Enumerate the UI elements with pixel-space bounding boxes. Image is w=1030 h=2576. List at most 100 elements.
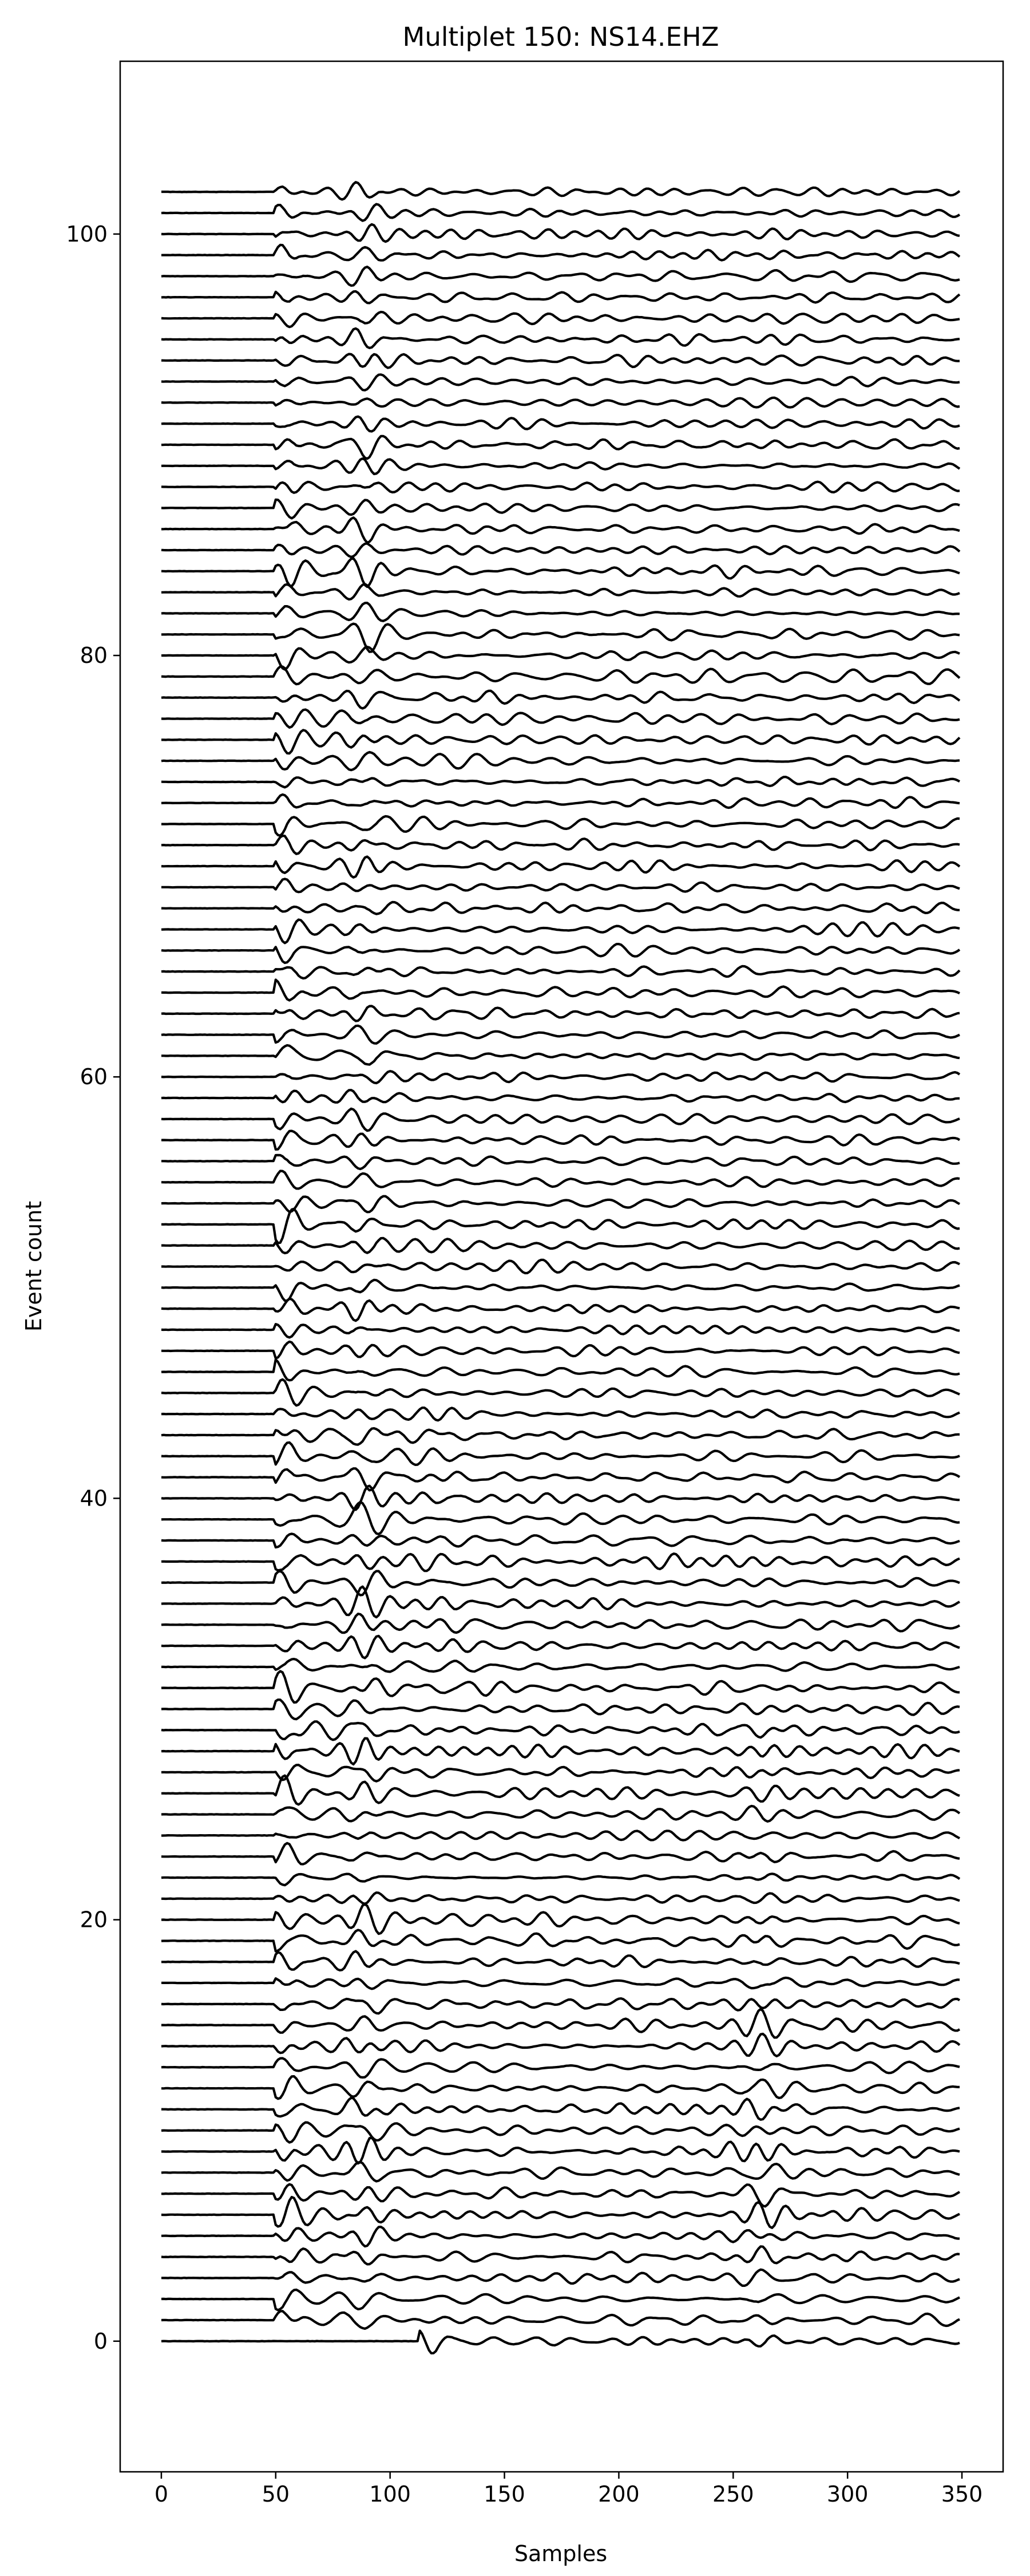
- y-tick-label: 20: [80, 1907, 108, 1933]
- waveform-trace: [161, 1467, 961, 1492]
- waveform-trace: [161, 480, 960, 494]
- x-axis-label: Samples: [514, 2541, 607, 2566]
- waveform-trace: [161, 1585, 960, 1619]
- x-tick-label: 0: [154, 2482, 168, 2507]
- waveform-trace: [161, 645, 960, 671]
- waveform-trace: [161, 622, 960, 653]
- waveform-trace: [161, 327, 960, 349]
- waveform-trace: [161, 1089, 960, 1104]
- waveform-trace: [161, 2136, 960, 2165]
- waveform-trace: [161, 1532, 960, 1549]
- waveform-trace: [161, 815, 960, 837]
- y-tick-label: 60: [80, 1064, 108, 1089]
- y-tick-label: 0: [94, 2329, 108, 2354]
- waveform-trace: [161, 1323, 960, 1339]
- waveform-trace: [161, 2032, 961, 2057]
- waveform-trace: [161, 457, 961, 476]
- waveform-trace: [161, 2288, 960, 2312]
- waveform-trace: [161, 1129, 961, 1151]
- waveform-trace: [161, 2057, 960, 2079]
- y-tick-label: 80: [80, 643, 108, 668]
- waveform-trace: [161, 223, 960, 243]
- waveform-trace: [161, 2268, 960, 2287]
- waveform-trace: [161, 776, 960, 789]
- waveform-trace: [161, 1976, 960, 1990]
- waveform-trace: [161, 1737, 960, 1766]
- waveform-trace: [161, 878, 960, 894]
- waveform-trace: [161, 900, 960, 915]
- waveform-trace: [161, 1500, 960, 1535]
- y-axis-label: Event count: [21, 1201, 46, 1332]
- waveform-trace: [161, 793, 960, 809]
- waveform-trace: [161, 729, 961, 755]
- waveform-trace: [161, 1670, 960, 1704]
- waveform-trace: [161, 1891, 960, 1905]
- waveform-trace: [161, 2226, 960, 2248]
- waveform-trace: [161, 2096, 960, 2121]
- waveform-trace: [161, 557, 960, 588]
- waveform-trace: [161, 2245, 960, 2266]
- waveform-trace: [161, 1236, 960, 1255]
- waveform-trace: [161, 2183, 961, 2208]
- waveform-trace: [161, 1258, 960, 1275]
- waveform-trace: [161, 1570, 960, 1597]
- waveform-trace: [161, 689, 961, 710]
- x-tick-label: 300: [827, 2482, 869, 2507]
- waveform-trace: [161, 1764, 960, 1783]
- waveform-trace: [161, 583, 960, 601]
- waveform-trace: [161, 1552, 960, 1573]
- waveform-trace: [161, 1929, 960, 1953]
- plot-frame: [119, 60, 1004, 2473]
- waveform-trace: [161, 1613, 961, 1634]
- x-tick-label: 250: [712, 2482, 754, 2507]
- waveform-trace: [161, 1720, 960, 1741]
- x-tick-label: 50: [262, 2482, 290, 2507]
- waveform-trace: [161, 943, 961, 965]
- waveform-trace: [161, 978, 960, 1002]
- waveform-trace: [161, 1153, 960, 1171]
- waveform-trace: [161, 1044, 960, 1066]
- waveform-trace: [161, 1698, 960, 1721]
- waveform-trace: [161, 665, 961, 686]
- waveform-trace: [161, 1997, 961, 2015]
- waveform-trace: [161, 516, 960, 544]
- waveform-trace: [161, 1658, 960, 1673]
- waveform-trace: [161, 1207, 960, 1244]
- waveform-trace: [161, 2329, 960, 2354]
- waveform-trace: [161, 1484, 960, 1511]
- waveform-trace: [161, 1634, 960, 1660]
- waveform-trace: [161, 1774, 960, 1806]
- waveform-trace: [161, 2008, 961, 2039]
- x-tick-label: 100: [369, 2482, 411, 2507]
- waveform-trace: [161, 542, 961, 559]
- waveform-trace: [161, 1297, 960, 1322]
- waveform-trace: [161, 266, 960, 287]
- waveform-trace: [161, 1378, 960, 1407]
- waveform-trace: [161, 855, 961, 879]
- waveform-trace: [161, 203, 961, 222]
- waveform-trace: [161, 1107, 960, 1132]
- chart-title: Multiplet 150: NS14.EHZ: [403, 22, 719, 52]
- waveform-trace: [161, 1950, 960, 1971]
- x-tick-label: 150: [484, 2482, 525, 2507]
- waveform-trace: [161, 1024, 960, 1045]
- waveform-trace: [161, 1195, 960, 1214]
- x-axis-ticks: 0 50 100 150 200 250 300 350: [154, 2472, 983, 2507]
- waveform-trace: [161, 290, 961, 305]
- waveform-trace: [161, 1170, 960, 1190]
- waveform-trace: [161, 918, 960, 945]
- y-tick-label: 100: [66, 222, 108, 247]
- waveform-trace: [161, 2121, 960, 2144]
- waveform-trace: [161, 181, 961, 201]
- y-tick-label: 40: [80, 1485, 108, 1511]
- x-tick-label: 200: [598, 2482, 640, 2507]
- waveform-trace: [161, 602, 960, 622]
- waveform-trace: [161, 498, 960, 520]
- waveform-trace: [161, 1804, 961, 1823]
- waveform-trace: [161, 243, 961, 262]
- waveform-trace: [161, 1358, 960, 1382]
- waveform-trace: [161, 2160, 960, 2183]
- x-tick-label: 350: [941, 2482, 983, 2507]
- waveform-trace: [161, 1830, 960, 1842]
